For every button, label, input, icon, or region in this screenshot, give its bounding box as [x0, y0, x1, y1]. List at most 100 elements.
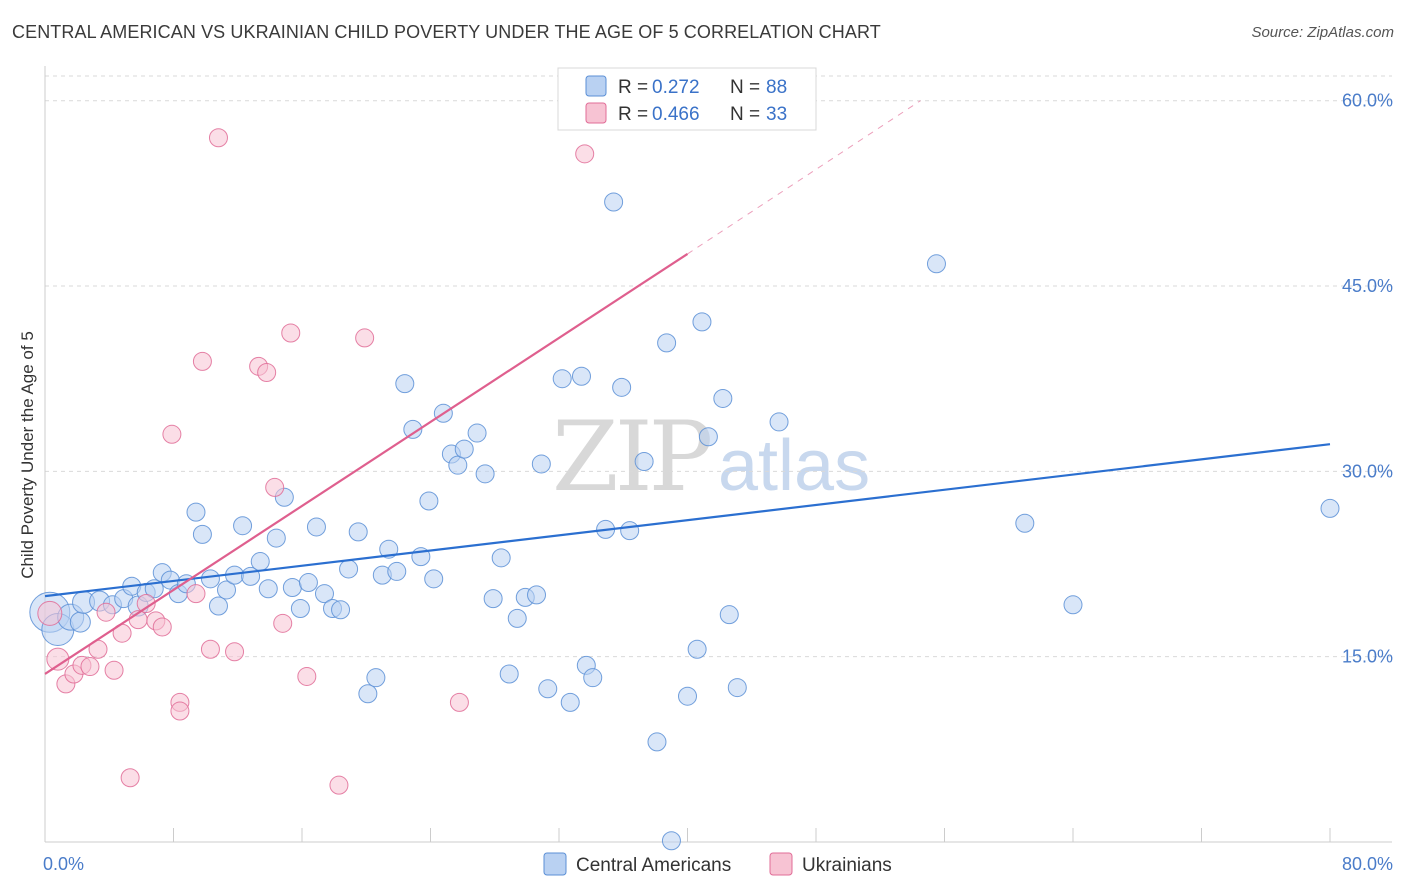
- central-american-point-36: [348, 522, 368, 542]
- central-american-point-71: [647, 732, 667, 752]
- central-american-point-17: [192, 524, 212, 544]
- ukrainian-point-8: [104, 660, 124, 680]
- legend-n-value-2: 33: [766, 104, 787, 125]
- bottom-legend-label-ukrainians: Ukrainians: [802, 855, 892, 876]
- legend-r-value-1: 0.272: [652, 77, 700, 98]
- central-american-point-72: [657, 333, 677, 353]
- central-american-point-25: [258, 579, 278, 599]
- legend-swatch-central-americans: [585, 75, 607, 97]
- central-american-point-53: [483, 589, 503, 609]
- ukrainian-point-27: [281, 323, 301, 343]
- y-axis-title: Child Poverty Under the Age of 5: [18, 331, 37, 579]
- central-american-point-30: [298, 573, 318, 593]
- central-american-point-81: [769, 412, 789, 432]
- ukrainian-point-32: [575, 144, 595, 164]
- ukrainian-point-20: [200, 639, 220, 659]
- y-tick-label-15: 15.0%: [1342, 647, 1393, 667]
- central-american-point-52: [475, 464, 495, 484]
- central-american-point-46: [424, 569, 444, 589]
- ukrainians-points: [37, 128, 595, 795]
- ukrainian-point-21: [208, 128, 228, 148]
- central-american-point-43: [403, 419, 423, 439]
- ukrainian-point-24: [257, 363, 277, 383]
- central-american-point-49: [448, 455, 468, 475]
- legend-r-label-1: R =: [618, 77, 648, 98]
- central-american-point-41: [387, 561, 407, 581]
- ukrainian-point-5: [80, 657, 100, 677]
- watermark-zip: ZIP: [552, 401, 711, 513]
- x-tick-labels: 0.0% 80.0%: [43, 854, 1393, 874]
- central-american-point-37: [358, 684, 378, 704]
- bottom-legend-label-central-americans: Central Americans: [576, 855, 731, 876]
- central-american-point-60: [538, 679, 558, 699]
- ukrainian-point-29: [329, 775, 349, 795]
- central-american-point-78: [713, 388, 733, 408]
- ukrainian-point-19: [192, 351, 212, 371]
- central-american-point-32: [314, 584, 334, 604]
- legend-r-label-2: R =: [618, 104, 648, 125]
- ukrainian-point-15: [162, 424, 182, 444]
- stats-legend: R = 0.272 N = 88 R = 0.466 N = 33: [557, 67, 817, 131]
- y-tick-labels: 15.0% 30.0% 45.0% 60.0%: [1342, 91, 1393, 667]
- ukrainian-point-28: [297, 666, 317, 686]
- ukrainians-trend-extension: [687, 100, 921, 255]
- ukrainian-point-22: [225, 642, 245, 662]
- central-american-point-42: [395, 374, 415, 394]
- central-american-point-75: [687, 639, 707, 659]
- axes: [44, 66, 1392, 843]
- central-american-point-24: [250, 552, 270, 572]
- bottom-legend-swatch-ukrainians: [769, 852, 793, 876]
- ukrainian-point-14: [152, 617, 172, 637]
- central-american-point-84: [1063, 595, 1083, 615]
- central-american-point-45: [419, 491, 439, 511]
- central-american-point-3: [69, 611, 91, 633]
- watermark: ZIP atlas: [552, 401, 870, 513]
- x-tick-label-min: 0.0%: [43, 854, 84, 874]
- central-american-point-55: [499, 664, 519, 684]
- y-tick-label-45: 45.0%: [1342, 276, 1393, 296]
- central-american-point-54: [491, 548, 511, 568]
- central-american-point-40: [379, 539, 399, 559]
- central-american-point-29: [290, 598, 310, 618]
- central-american-point-56: [507, 608, 527, 628]
- central-american-point-19: [208, 596, 228, 616]
- ukrainian-point-18: [186, 584, 206, 604]
- legend-swatch-ukrainians: [585, 102, 607, 124]
- central-american-point-61: [552, 369, 572, 389]
- central-americans-trend-line: [44, 443, 1331, 598]
- central-american-point-18: [200, 569, 220, 589]
- central-american-point-63: [571, 366, 591, 386]
- central-american-point-77: [698, 427, 718, 447]
- central-american-point-73: [661, 831, 681, 851]
- central-american-point-34: [331, 600, 351, 620]
- ukrainian-point-17: [170, 701, 190, 721]
- ukrainian-point-30: [355, 328, 375, 348]
- ukrainian-point-25: [265, 477, 285, 497]
- y-tick-label-30: 30.0%: [1342, 461, 1393, 481]
- central-american-point-62: [560, 692, 580, 712]
- ukrainian-point-12: [136, 594, 156, 614]
- ukrainian-point-10: [120, 768, 140, 788]
- legend-n-value-1: 88: [766, 77, 787, 98]
- central-american-point-74: [678, 686, 697, 706]
- ukrainian-point-7: [96, 602, 116, 622]
- central-american-point-31: [306, 517, 326, 537]
- central-american-point-58: [527, 585, 547, 605]
- central-american-point-50: [454, 439, 474, 459]
- watermark-atlas: atlas: [718, 426, 870, 506]
- central-american-point-80: [727, 678, 747, 698]
- y-tick-label-60: 60.0%: [1342, 91, 1393, 111]
- bottom-legend-swatch-central-americans: [543, 852, 567, 876]
- chart-title: CENTRAL AMERICAN VS UKRAINIAN CHILD POVE…: [12, 22, 881, 42]
- central-american-point-22: [233, 516, 253, 536]
- central-american-point-82: [926, 254, 946, 274]
- central-american-point-20: [217, 580, 237, 600]
- x-tick-label-max: 80.0%: [1342, 854, 1393, 874]
- central-american-point-65: [583, 668, 603, 688]
- central-american-point-51: [467, 423, 487, 443]
- central-american-point-85: [1320, 498, 1340, 518]
- legend-n-label-2: N =: [730, 104, 760, 125]
- legend-r-value-2: 0.466: [652, 104, 700, 125]
- central-american-point-70: [634, 451, 654, 471]
